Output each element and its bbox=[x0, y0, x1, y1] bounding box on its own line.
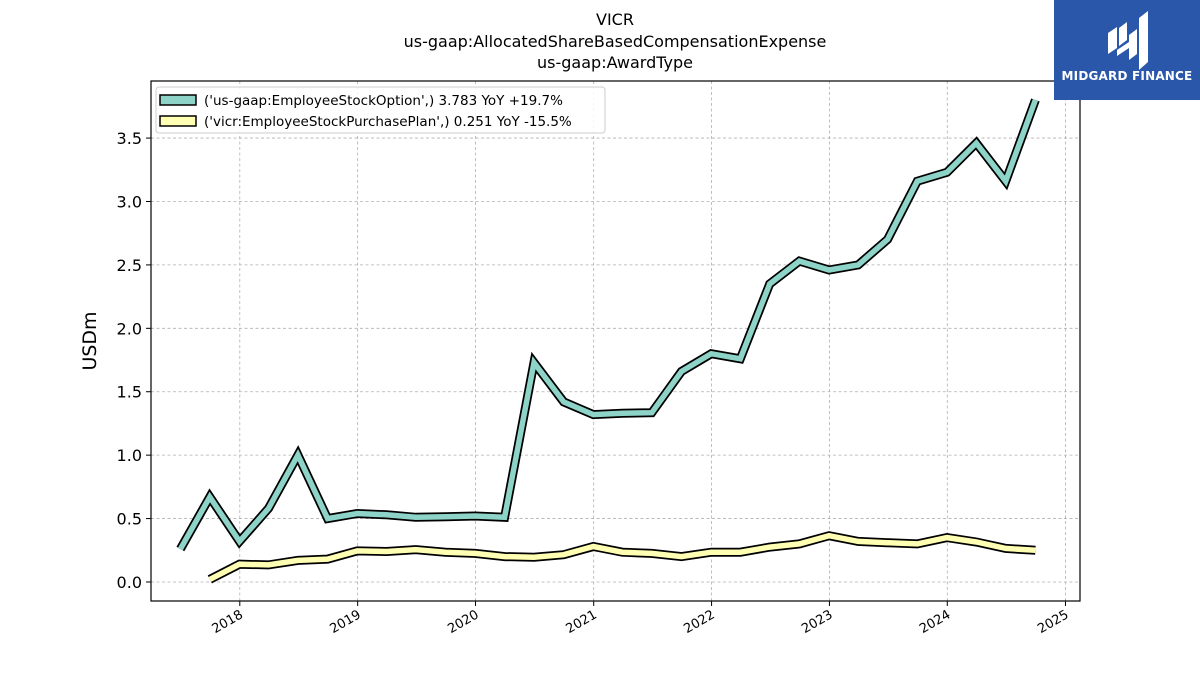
series-1-point bbox=[976, 542, 977, 543]
series-0-point bbox=[504, 517, 505, 518]
series-0-point bbox=[829, 270, 830, 271]
series-1-line bbox=[208, 532, 1036, 582]
y-axis: 0.0 0.5 1.0 1.5 2.0 2.5 3.0 3.5 bbox=[117, 129, 151, 592]
series-1-point bbox=[947, 537, 948, 538]
x-tick-label: 2021 bbox=[564, 607, 600, 637]
series-0-point bbox=[1005, 181, 1006, 182]
series-0-point bbox=[651, 412, 652, 413]
y-tick-label: 3.5 bbox=[117, 129, 142, 148]
series-1-point bbox=[799, 543, 800, 544]
plot-frame bbox=[150, 80, 1081, 602]
series-0-point bbox=[297, 455, 298, 456]
series-0-point bbox=[917, 181, 918, 182]
series-1-point bbox=[563, 554, 564, 555]
series-1-point bbox=[769, 547, 770, 548]
series-1-point bbox=[858, 541, 859, 542]
series-1-point bbox=[268, 564, 269, 565]
series-0-point bbox=[386, 514, 387, 515]
series-0-point bbox=[268, 508, 269, 509]
series-1-point bbox=[445, 552, 446, 553]
series-0-point bbox=[947, 172, 948, 173]
legend-label-1: ('vicr:EmployeeStockPurchasePlan',) 0.25… bbox=[204, 114, 572, 130]
chart-title: VICR bbox=[596, 10, 634, 29]
chart-subtitle-concept: us-gaap:AllocatedShareBasedCompensationE… bbox=[403, 32, 827, 51]
series-0-point bbox=[887, 239, 888, 240]
series-0-point bbox=[475, 516, 476, 517]
series-0-point bbox=[327, 518, 328, 519]
y-tick-label: 1.5 bbox=[117, 383, 142, 402]
series-0-point bbox=[563, 401, 564, 402]
x-axis: 2018 2019 2020 2021 2022 2023 2024 2025 bbox=[210, 601, 1071, 637]
legend-swatch-1 bbox=[159, 115, 197, 127]
series-0-point bbox=[622, 413, 623, 414]
series-1-point bbox=[386, 551, 387, 552]
series-1-point bbox=[651, 553, 652, 554]
legend: ('us-gaap:EmployeeStockOption',) 3.783 Y… bbox=[155, 86, 606, 134]
x-tick-label: 2024 bbox=[917, 607, 953, 637]
series-1-point bbox=[415, 549, 416, 550]
y-tick-label: 2.5 bbox=[117, 256, 142, 275]
series-0-point bbox=[976, 143, 977, 144]
series-0-point bbox=[711, 353, 712, 354]
legend-swatch-0 bbox=[159, 94, 197, 106]
series-0-point bbox=[769, 283, 770, 284]
brand-logo: MIDGARD FINANCE bbox=[1054, 0, 1200, 100]
series-1-point bbox=[357, 550, 358, 551]
x-tick-label: 2025 bbox=[1035, 607, 1071, 637]
x-tick-label: 2023 bbox=[799, 607, 835, 637]
grid bbox=[151, 81, 1080, 601]
series-1-point bbox=[887, 542, 888, 543]
series-1-point bbox=[534, 557, 535, 558]
y-tick-label: 0.5 bbox=[117, 510, 142, 529]
series-0-point bbox=[239, 541, 240, 542]
brand-logo-text: MIDGARD FINANCE bbox=[1061, 69, 1193, 83]
series-0-point bbox=[415, 517, 416, 518]
series-0-point bbox=[858, 264, 859, 265]
series-1-point bbox=[711, 552, 712, 553]
series-0-point bbox=[681, 371, 682, 372]
legend-box bbox=[155, 86, 606, 134]
y-tick-label: 2.0 bbox=[117, 319, 142, 338]
series-0-point bbox=[209, 497, 210, 498]
series-1-point bbox=[1005, 548, 1006, 549]
series-0-point bbox=[357, 513, 358, 514]
x-tick-label: 2022 bbox=[681, 607, 717, 637]
y-tick-label: 1.0 bbox=[117, 446, 142, 465]
series-0-line bbox=[178, 99, 1038, 551]
x-tick-label: 2019 bbox=[327, 607, 363, 637]
series-1-point bbox=[475, 553, 476, 554]
series-1-point bbox=[740, 552, 741, 553]
series-0-point bbox=[1035, 100, 1036, 101]
series-1-point bbox=[297, 560, 298, 561]
series-1-point bbox=[209, 579, 210, 580]
brand-logo-icon bbox=[1108, 11, 1148, 70]
series-1-point bbox=[593, 546, 594, 547]
series-1-point bbox=[917, 543, 918, 544]
y-tick-label: 0.0 bbox=[117, 573, 142, 592]
series-0-point bbox=[445, 516, 446, 517]
y-tick-label: 3.0 bbox=[117, 192, 142, 211]
series-0-point bbox=[799, 261, 800, 262]
series-1-point bbox=[681, 556, 682, 557]
legend-label-0: ('us-gaap:EmployeeStockOption',) 3.783 Y… bbox=[204, 93, 563, 109]
series-1-point bbox=[1035, 550, 1036, 551]
x-tick-label: 2018 bbox=[210, 607, 246, 637]
series-1-point bbox=[504, 556, 505, 557]
series-1-point bbox=[239, 564, 240, 565]
series-1-point bbox=[829, 535, 830, 536]
y-axis-label: USDm bbox=[79, 311, 101, 370]
series-0-point bbox=[180, 549, 181, 550]
series-0-point bbox=[740, 358, 741, 359]
series-0-point bbox=[593, 414, 594, 415]
series-0-point bbox=[534, 362, 535, 363]
series-layer bbox=[176, 98, 1040, 584]
series-1-point bbox=[327, 559, 328, 560]
x-tick-label: 2020 bbox=[445, 607, 481, 637]
chart-subtitle-axis: us-gaap:AwardType bbox=[537, 53, 693, 72]
series-1-point bbox=[622, 552, 623, 553]
